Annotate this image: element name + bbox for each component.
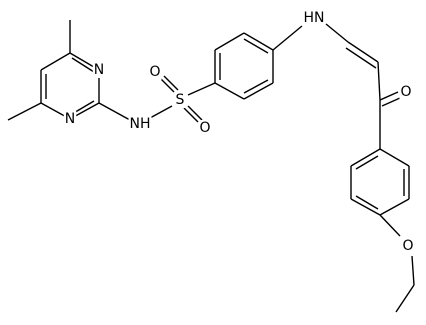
- label-background: [92, 62, 106, 78]
- atom-label: O: [402, 238, 413, 254]
- atom-label: N: [94, 62, 104, 78]
- atom-label: N: [65, 111, 75, 127]
- bonds: [7, 20, 415, 313]
- atom-label: S: [176, 92, 185, 108]
- label-background: [174, 92, 186, 108]
- atom-label: HN: [304, 10, 325, 26]
- label-background: [198, 120, 212, 136]
- atom-label: O: [149, 64, 160, 80]
- label-background: [302, 10, 326, 26]
- label-background: [399, 84, 413, 100]
- atom-label: O: [400, 84, 411, 100]
- atom-label: O: [199, 120, 210, 136]
- label-background: [148, 64, 162, 80]
- atom-label: NH: [130, 116, 151, 132]
- atom-labels: N N NH S O O HN O O: [63, 10, 415, 254]
- label-background: [401, 238, 415, 254]
- label-background: [63, 111, 77, 127]
- label-background: [128, 116, 152, 132]
